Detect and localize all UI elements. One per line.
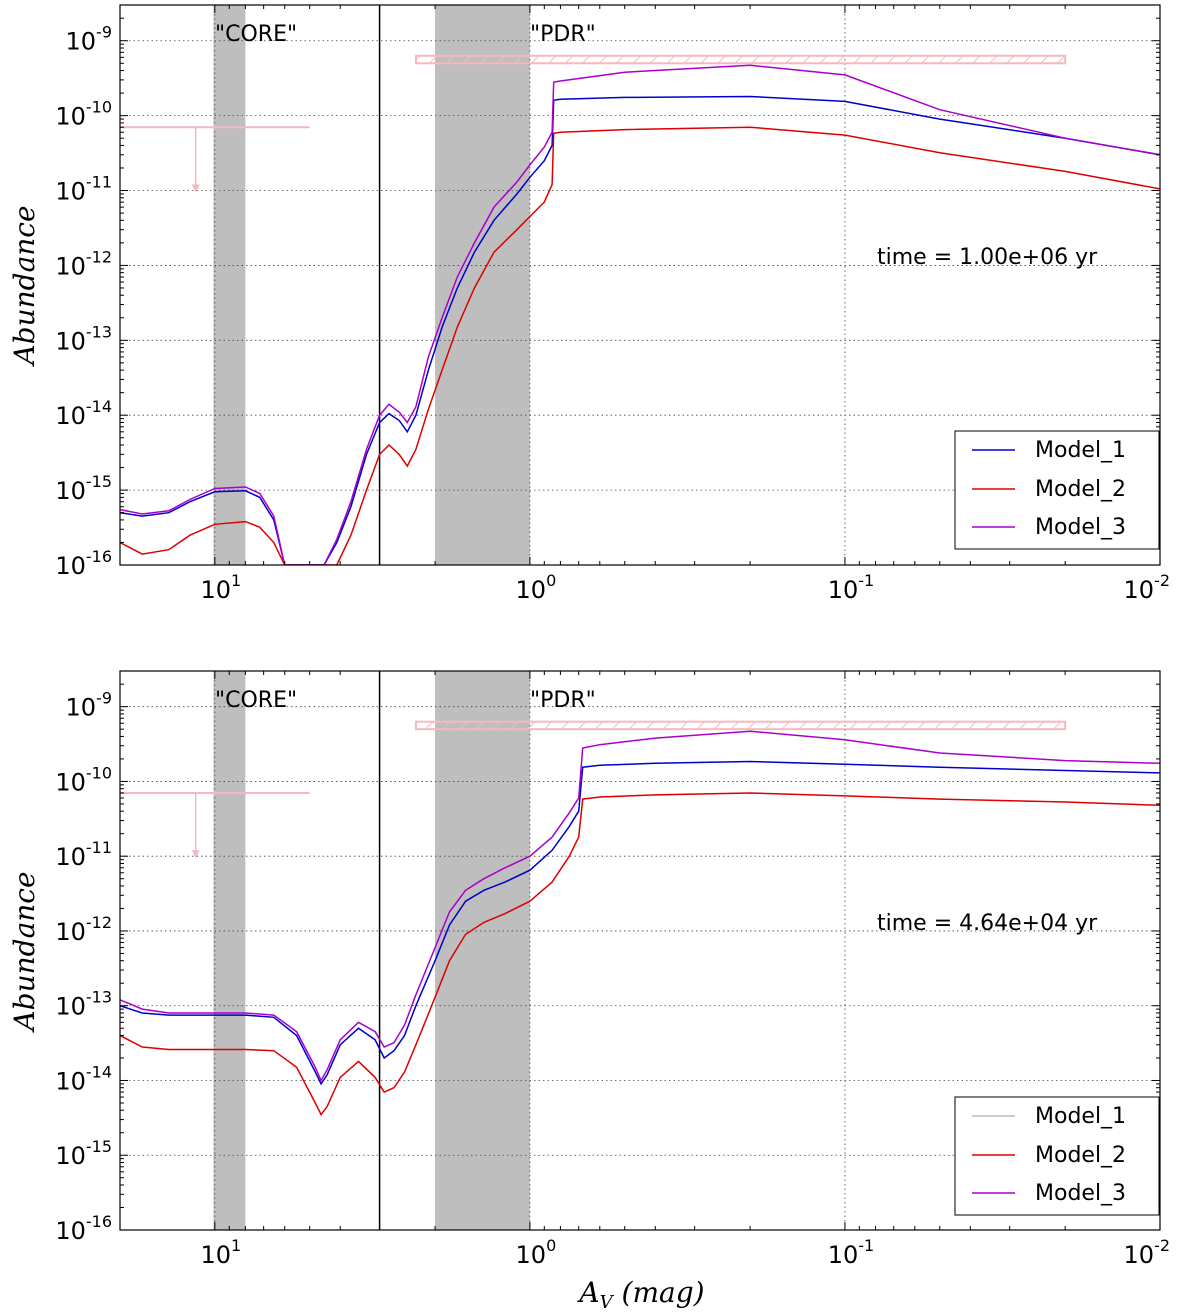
top-y-tick-label: 10-13 [55, 322, 112, 355]
top-legend: Model_1 Model_2 Model_3 [954, 430, 1160, 550]
top-upper-limit-arrowhead [191, 184, 200, 193]
top-plot-area [119, 4, 1161, 566]
bottom-series-model-2 [120, 792, 1160, 1117]
top-series-model-1 [120, 95, 1160, 565]
bottom-y-tick-label: 10-10 [55, 763, 112, 796]
bottom-axes-frame [119, 670, 1161, 1231]
bottom-series-model-3 [120, 730, 1160, 1083]
bottom-y-tick-label: 10-12 [55, 913, 112, 946]
top-legend-model-2: Model_2 [1035, 477, 1126, 502]
bottom-upper-limit-arrowhead [191, 850, 200, 859]
top-y-tick-label: 10-11 [55, 173, 112, 206]
top-panel: Abundance "CORE" "PDR" time = 1.00e+06 y… [8, 4, 1171, 604]
bottom-shaded-region-core [213, 671, 246, 1230]
bottom-x-tick-label: 100 [516, 1236, 557, 1269]
bottom-region-label-core: "CORE" [215, 688, 297, 713]
bottom-observed-band [414, 720, 1067, 731]
top-x-tick-label: 10-2 [1124, 571, 1171, 604]
top-series-model-2 [120, 126, 1160, 565]
top-y-axis-label: Abundance [8, 205, 41, 367]
top-shaded-region-pdr [435, 5, 530, 565]
bottom-y-tick-label: 10-9 [66, 689, 113, 722]
bottom-legend: Model_1 Model_2 Model_3 [954, 1096, 1160, 1216]
top-time-annotation: time = 1.00e+06 yr [877, 245, 1098, 270]
bottom-plot-area [119, 670, 1161, 1231]
bottom-y-tick-label: 10-16 [55, 1212, 112, 1245]
top-legend-model-3: Model_3 [1035, 515, 1126, 540]
bottom-x-axis-label: AV (mag) [576, 1276, 704, 1313]
top-x-tick-label: 100 [516, 571, 557, 604]
top-y-tick-label: 10-10 [55, 98, 112, 131]
bottom-y-tick-label: 10-13 [55, 988, 112, 1021]
bottom-panel: Abundance AV (mag) "CORE" "PDR" time = 4… [8, 670, 1171, 1313]
bottom-y-tick-label: 10-14 [55, 1062, 112, 1095]
top-y-tick-label: 10-9 [66, 23, 113, 56]
top-y-tick-label: 10-14 [55, 397, 112, 430]
top-x-tick-label: 101 [200, 571, 241, 604]
bottom-time-annotation: time = 4.64e+04 yr [877, 911, 1098, 936]
bottom-y-tick-label: 10-11 [55, 838, 112, 871]
top-legend-model-1: Model_1 [1035, 438, 1126, 463]
top-series-model-3 [120, 64, 1160, 565]
bottom-x-tick-label: 10-1 [828, 1236, 875, 1269]
top-shaded-region-core [213, 5, 246, 565]
bottom-series-model-1 [120, 760, 1160, 1086]
bottom-legend-model-2: Model_2 [1035, 1143, 1126, 1168]
bottom-y-tick-label: 10-15 [55, 1137, 112, 1170]
top-region-label-pdr: "PDR" [530, 22, 596, 47]
top-y-tick-label: 10-16 [55, 547, 112, 580]
top-x-tick-label: 10-1 [828, 571, 875, 604]
top-region-label-core: "CORE" [215, 22, 297, 47]
top-y-tick-label: 10-15 [55, 472, 112, 505]
bottom-shaded-region-pdr [435, 671, 530, 1230]
top-observed-band [414, 54, 1067, 65]
bottom-x-tick-label: 10-2 [1124, 1236, 1171, 1269]
bottom-region-label-pdr: "PDR" [530, 688, 596, 713]
bottom-legend-model-1: Model_1 [1035, 1104, 1126, 1129]
bottom-legend-model-3: Model_3 [1035, 1181, 1126, 1206]
bottom-y-axis-label: Abundance [8, 871, 41, 1033]
top-y-tick-label: 10-12 [55, 247, 112, 280]
top-axes-frame [119, 4, 1161, 566]
bottom-x-tick-label: 101 [200, 1236, 241, 1269]
